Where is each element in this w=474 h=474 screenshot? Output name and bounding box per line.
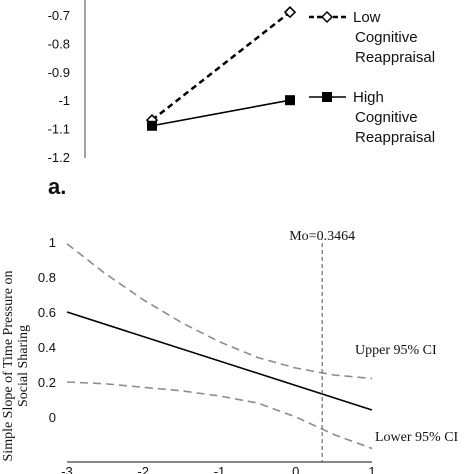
simple-slope-line [66,311,373,411]
y-tick-label: 1 [49,235,56,250]
data-point-square [147,120,157,131]
legend-marker-diamond [320,10,334,24]
data-point-square [285,95,295,106]
legend-label: Reappraisal [355,129,435,146]
x-tick-label: -1 [214,464,226,474]
lower-ci-line [66,381,373,450]
x-tick-label: 0 [292,464,299,474]
y-tick-label: -1 [58,93,70,108]
y-axis-label-line: Social Sharing [16,325,31,407]
y-tick-label: 0 [49,410,56,425]
y-axis-label-line: Simple Slope of Time Pressure on [1,271,16,462]
legend-label: High [353,89,384,106]
legend-label: Reappraisal [355,49,435,66]
legend-label: Cognitive [355,109,418,126]
x-tick-label: -3 [61,464,73,474]
legend-label: Cognitive [355,29,418,46]
y-tick-label: 0.2 [38,375,56,390]
y-tick-label: -0.7 [48,8,70,23]
series-line-2 [151,99,291,127]
x-tick-label: 1 [368,464,375,474]
y-tick-label: 0.8 [38,270,56,285]
y-tick-label: -1.1 [48,122,70,137]
y-tick-label: -0.9 [48,65,70,80]
panel-b: 1 0.8 0.6 0.4 0.2 0 -3 -2 -1 0 1 Simple Slope of … [1,229,459,474]
legend-label: Low [353,9,381,26]
y-tick-label: -1.2 [48,150,70,165]
y-tick-label: -0.8 [48,36,70,51]
data-point-diamond [283,6,297,19]
upper-ci-line [66,243,373,380]
panel-b-y-axis-label: Simple Slope of Time Pressure onSocial S… [1,271,31,462]
legend-marker-square [322,92,332,102]
x-tick-label: -2 [137,464,149,474]
y-tick-label: 0.6 [38,305,56,320]
mode-label: Mo=0.3464 [289,229,355,244]
series-line-1 [151,11,291,122]
panel-a: -0.7 -0.8 -0.9 -1 -1.1 -1.2 Low Cognitive Reapp… [48,0,435,199]
panel-a-label: a. [48,174,66,199]
upper-ci-label: Upper 95% CI [355,343,437,358]
y-tick-label: 0.4 [38,340,56,355]
lower-ci-label: Lower 95% CI [375,430,459,445]
